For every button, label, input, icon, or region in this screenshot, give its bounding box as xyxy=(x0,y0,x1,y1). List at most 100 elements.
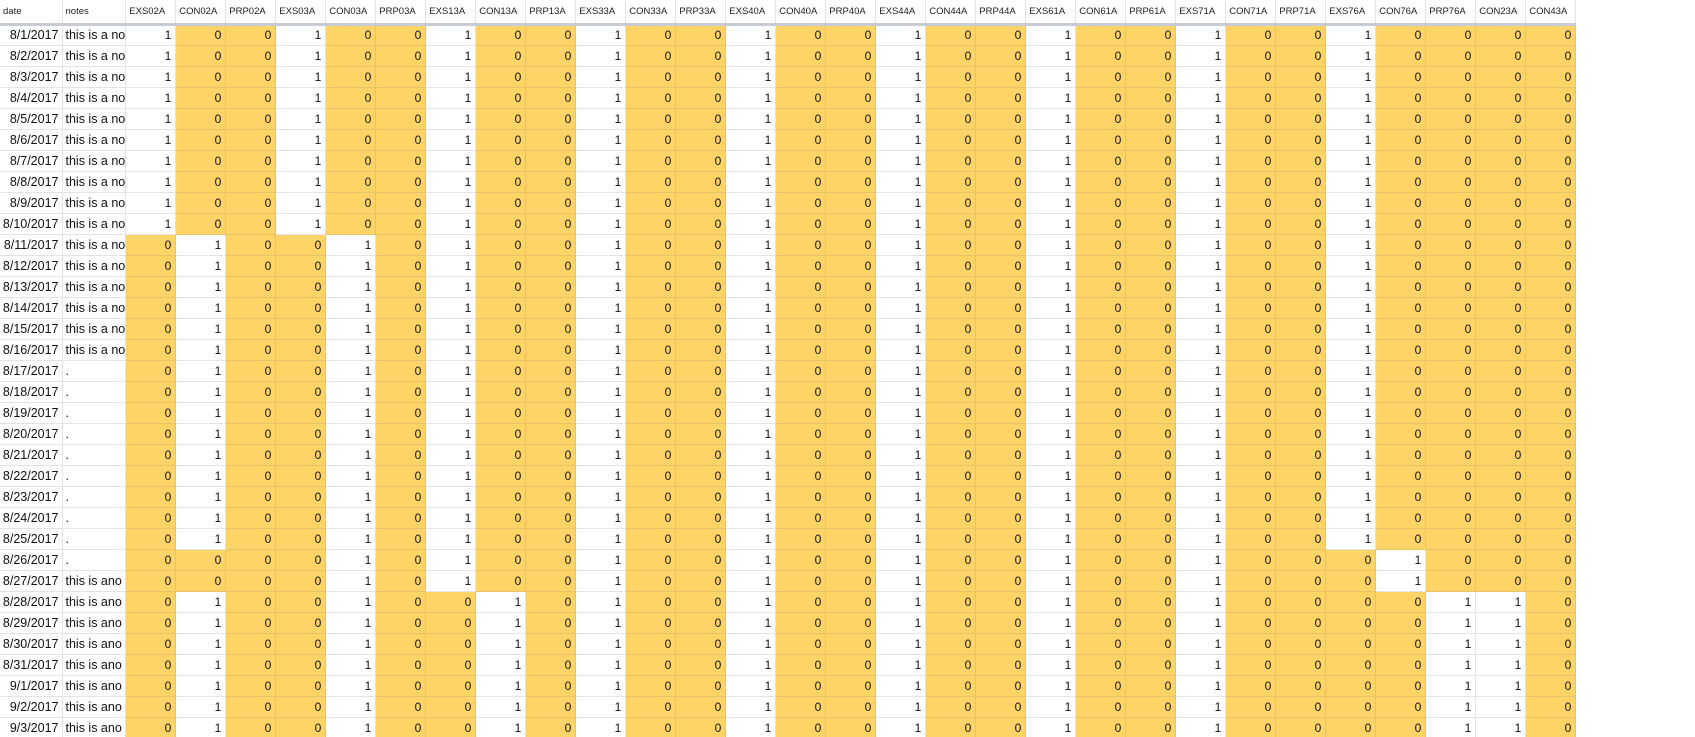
value-cell[interactable]: 0 xyxy=(1225,444,1277,466)
value-cell[interactable]: 0 xyxy=(825,234,877,256)
value-cell[interactable]: 0 xyxy=(1475,108,1527,130)
value-cell[interactable]: 1 xyxy=(1325,129,1377,151)
value-cell[interactable]: 1 xyxy=(875,675,927,697)
value-cell[interactable]: 0 xyxy=(1375,696,1427,718)
value-cell[interactable]: 1 xyxy=(1025,339,1077,361)
value-cell[interactable]: 1 xyxy=(725,129,777,151)
notes-cell[interactable]: this is a no xyxy=(62,87,127,109)
value-cell[interactable]: 0 xyxy=(925,129,977,151)
value-cell[interactable]: 0 xyxy=(1525,423,1577,445)
value-cell[interactable]: 0 xyxy=(1075,507,1127,529)
value-cell[interactable]: 0 xyxy=(1525,549,1577,571)
value-cell[interactable]: 1 xyxy=(875,549,927,571)
value-cell[interactable]: 0 xyxy=(1275,696,1327,718)
value-cell[interactable]: 0 xyxy=(375,528,427,550)
value-cell[interactable]: 1 xyxy=(1425,591,1477,613)
value-cell[interactable]: 1 xyxy=(175,297,227,319)
value-cell[interactable]: 0 xyxy=(1325,696,1377,718)
value-cell[interactable]: 0 xyxy=(1075,66,1127,88)
value-cell[interactable]: 0 xyxy=(525,150,577,172)
value-cell[interactable]: 0 xyxy=(1125,255,1177,277)
value-cell[interactable]: 1 xyxy=(475,717,527,737)
value-cell[interactable]: 0 xyxy=(1125,612,1177,634)
value-cell[interactable]: 0 xyxy=(925,717,977,737)
value-cell[interactable]: 0 xyxy=(625,234,677,256)
value-cell[interactable]: 1 xyxy=(875,171,927,193)
value-cell[interactable]: 0 xyxy=(825,192,877,214)
value-cell[interactable]: 1 xyxy=(725,654,777,676)
value-cell[interactable]: 0 xyxy=(525,129,577,151)
value-cell[interactable]: 0 xyxy=(175,213,227,235)
value-cell[interactable]: 0 xyxy=(1375,234,1427,256)
date-cell[interactable]: 8/21/2017 xyxy=(0,444,63,466)
value-cell[interactable]: 0 xyxy=(975,507,1027,529)
value-cell[interactable]: 0 xyxy=(925,255,977,277)
value-cell[interactable]: 0 xyxy=(925,444,977,466)
value-cell[interactable]: 0 xyxy=(175,549,227,571)
value-cell[interactable]: 0 xyxy=(1375,423,1427,445)
value-cell[interactable]: 1 xyxy=(575,129,627,151)
value-cell[interactable]: 1 xyxy=(475,633,527,655)
value-cell[interactable]: 1 xyxy=(1175,444,1227,466)
value-cell[interactable]: 0 xyxy=(475,234,527,256)
value-cell[interactable]: 0 xyxy=(175,171,227,193)
value-cell[interactable]: 0 xyxy=(1225,696,1277,718)
value-cell[interactable]: 0 xyxy=(225,234,277,256)
value-cell[interactable]: 1 xyxy=(425,66,477,88)
value-cell[interactable]: 0 xyxy=(775,276,827,298)
value-cell[interactable]: 1 xyxy=(125,171,177,193)
value-cell[interactable]: 1 xyxy=(1175,717,1227,737)
value-cell[interactable]: 0 xyxy=(1225,591,1277,613)
value-cell[interactable]: 1 xyxy=(725,402,777,424)
value-cell[interactable]: 1 xyxy=(1325,507,1377,529)
value-cell[interactable]: 0 xyxy=(1275,45,1327,67)
value-cell[interactable]: 1 xyxy=(1025,570,1077,592)
value-cell[interactable]: 1 xyxy=(575,528,627,550)
value-cell[interactable]: 0 xyxy=(225,717,277,737)
value-cell[interactable]: 1 xyxy=(875,381,927,403)
value-cell[interactable]: 0 xyxy=(1075,675,1127,697)
value-cell[interactable]: 0 xyxy=(775,675,827,697)
value-cell[interactable]: 0 xyxy=(1475,45,1527,67)
value-cell[interactable]: 0 xyxy=(1275,444,1327,466)
value-cell[interactable]: 0 xyxy=(1225,45,1277,67)
value-cell[interactable]: 0 xyxy=(675,129,727,151)
value-cell[interactable]: 0 xyxy=(1225,423,1277,445)
value-cell[interactable]: 0 xyxy=(625,108,677,130)
value-cell[interactable]: 0 xyxy=(625,318,677,340)
value-cell[interactable]: 0 xyxy=(175,108,227,130)
notes-cell[interactable]: . xyxy=(62,465,127,487)
value-cell[interactable]: 0 xyxy=(1275,297,1327,319)
value-cell[interactable]: 0 xyxy=(1525,45,1577,67)
value-cell[interactable]: 0 xyxy=(125,717,177,737)
column-header-prp44a[interactable]: PRP44A xyxy=(975,0,1027,26)
date-cell[interactable]: 8/28/2017 xyxy=(0,591,63,613)
value-cell[interactable]: 0 xyxy=(1375,150,1427,172)
value-cell[interactable]: 0 xyxy=(225,87,277,109)
value-cell[interactable]: 0 xyxy=(1525,402,1577,424)
date-cell[interactable]: 8/25/2017 xyxy=(0,528,63,550)
value-cell[interactable]: 1 xyxy=(575,591,627,613)
value-cell[interactable]: 1 xyxy=(1025,423,1077,445)
value-cell[interactable]: 0 xyxy=(275,318,327,340)
value-cell[interactable]: 1 xyxy=(1175,150,1227,172)
value-cell[interactable]: 0 xyxy=(925,192,977,214)
value-cell[interactable]: 1 xyxy=(1025,549,1077,571)
value-cell[interactable]: 1 xyxy=(875,255,927,277)
value-cell[interactable]: 1 xyxy=(175,591,227,613)
value-cell[interactable]: 1 xyxy=(575,507,627,529)
value-cell[interactable]: 0 xyxy=(1225,192,1277,214)
value-cell[interactable]: 0 xyxy=(275,255,327,277)
value-cell[interactable]: 0 xyxy=(1125,234,1177,256)
column-header-exs02a[interactable]: EXS02A xyxy=(125,0,177,26)
value-cell[interactable]: 1 xyxy=(575,213,627,235)
value-cell[interactable]: 0 xyxy=(925,507,977,529)
value-cell[interactable]: 0 xyxy=(225,24,277,46)
value-cell[interactable]: 1 xyxy=(575,696,627,718)
value-cell[interactable]: 1 xyxy=(1175,360,1227,382)
value-cell[interactable]: 0 xyxy=(1375,108,1427,130)
value-cell[interactable]: 1 xyxy=(875,570,927,592)
notes-cell[interactable]: this is ano xyxy=(62,696,127,718)
value-cell[interactable]: 1 xyxy=(125,192,177,214)
column-header-prp33a[interactable]: PRP33A xyxy=(675,0,727,26)
